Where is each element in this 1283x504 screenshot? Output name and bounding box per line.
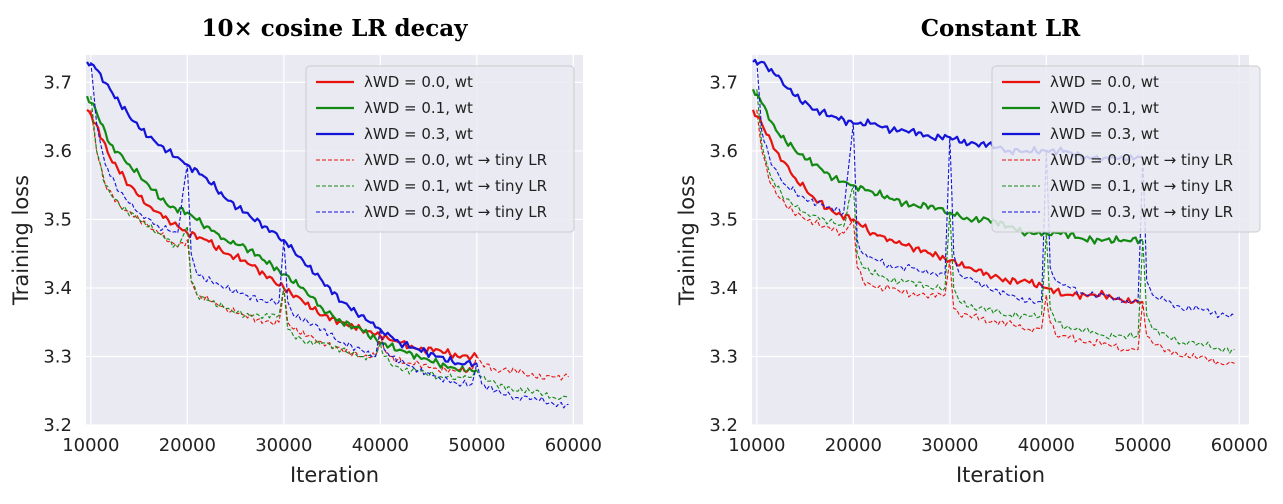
y-tick-label: 3.2 [709,415,738,436]
x-tick-label: 60000 [545,435,602,456]
y-tick-label: 3.6 [709,141,738,162]
legend-label-5: λWD = 0.1, wt → tiny LR [364,177,547,195]
chart-2: 10000 20000 30000 40000 50000 60000 3.2 3.3 3.4 3… [675,15,1268,487]
x-axis-label: Iteration [290,463,379,487]
x-tick-label: 50000 [1114,435,1171,456]
y-tick-label: 3.4 [709,278,738,299]
legend-label-3: λWD = 0.3, wt [1050,125,1159,143]
legend-box [305,65,575,233]
y-tick-label: 3.5 [709,209,738,230]
y-tick-label: 3.7 [43,72,72,93]
legend-label-4: λWD = 0.0, wt → tiny LR [1050,151,1233,169]
y-tick-label: 3.5 [43,209,72,230]
x-tick-label: 40000 [1018,435,1075,456]
legend-label-5: λWD = 0.1, wt → tiny LR [1050,177,1233,195]
chart-1: 10000 20000 30000 40000 50000 60000 3.2 3.3 3.4 3… [9,15,602,487]
series-line-1 [86,108,478,361]
series-line-6 [90,61,569,409]
x-tick-label: 10000 [728,435,785,456]
series-line-1 [752,109,1144,305]
legend-label-2: λWD = 0.1, wt [1050,99,1159,117]
series-line-2 [86,95,478,373]
y-tick-label: 3.2 [43,415,72,436]
y-tick-label: 3.3 [709,346,738,367]
x-tick-label: 10000 [62,435,119,456]
legend: λWD = 0.0, wt λWD = 0.1, wt λWD = 0.3, wt λ… [305,65,575,233]
legend-box [991,65,1261,233]
series-line-4 [90,109,569,381]
legend-label-3: λWD = 0.3, wt [364,125,473,143]
x-tick-label: 20000 [825,435,882,456]
y-axis-label: Training loss [675,175,699,306]
series-line-4 [756,109,1235,366]
series-group [86,61,569,409]
series-line-3 [86,61,478,368]
x-axis-label: Iteration [956,463,1045,487]
y-tick-label: 3.3 [43,346,72,367]
x-tick-label: 40000 [352,435,409,456]
legend-label-1: λWD = 0.0, wt [364,73,473,91]
legend-label-1: λWD = 0.0, wt [1050,73,1159,91]
y-tick-label: 3.6 [43,141,72,162]
series-line-5 [90,96,569,400]
legend-label-2: λWD = 0.1, wt [364,99,473,117]
legend: λWD = 0.0, wt λWD = 0.1, wt λWD = 0.3, wt λ… [991,65,1261,233]
x-tick-label: 60000 [1211,435,1268,456]
x-tick-label: 20000 [159,435,216,456]
legend-label-4: λWD = 0.0, wt → tiny LR [364,151,547,169]
y-tick-label: 3.7 [709,72,738,93]
x-tick-label: 50000 [448,435,505,456]
y-axis-label: Training loss [9,175,33,306]
series-line-6 [756,61,1235,319]
x-tick-label: 30000 [255,435,312,456]
series-line-5 [756,89,1235,354]
chart-title: Constant LR [921,15,1081,42]
chart-title: 10× cosine LR decay [202,15,469,42]
y-tick-label: 3.4 [43,278,72,299]
legend-label-6: λWD = 0.3, wt → tiny LR [364,203,547,221]
legend-label-6: λWD = 0.3, wt → tiny LR [1050,203,1233,221]
x-tick-label: 30000 [921,435,978,456]
